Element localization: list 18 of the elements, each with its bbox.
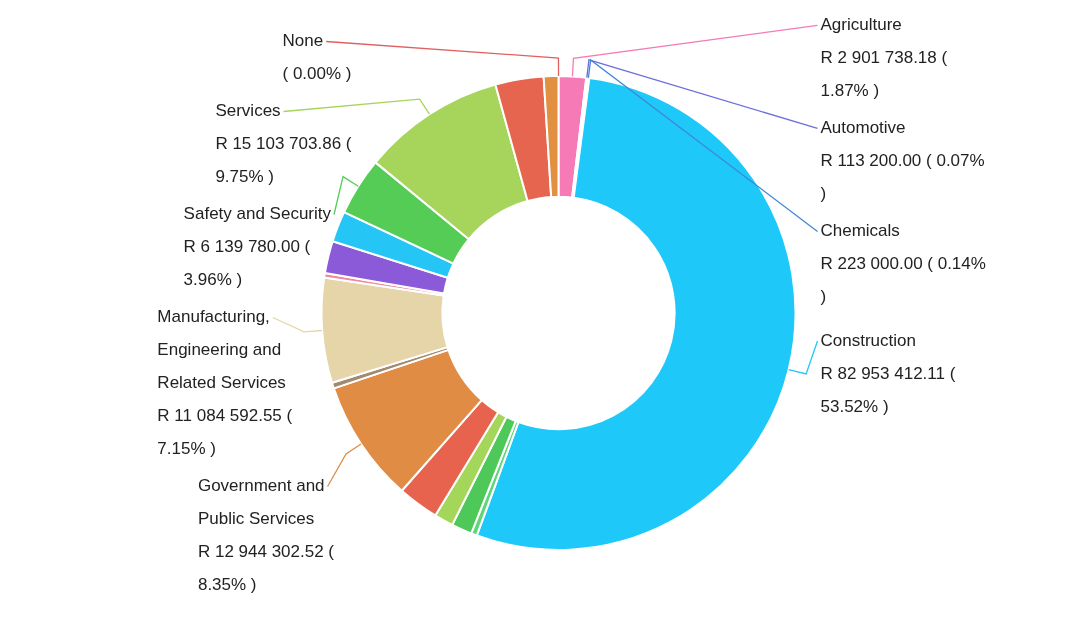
data-label: R 15 103 703.86 ( 9.75% ) bbox=[215, 134, 352, 187]
data-label: R 82 953 412.11 ( 53.52% ) bbox=[820, 363, 956, 416]
slice-label: Government and Public Services bbox=[197, 476, 325, 529]
slice-label: Services bbox=[215, 101, 281, 121]
slice-label: Manufacturing, Engineering and Related Services bbox=[157, 307, 286, 393]
data-label: R 11 084 592.55 ( 7.15% ) bbox=[157, 406, 293, 459]
slice-label: Automotive bbox=[820, 118, 906, 138]
slice-label: Construction bbox=[820, 330, 916, 350]
category-label: None bbox=[282, 31, 324, 51]
slice-label: Chemicals bbox=[820, 221, 900, 241]
data-label: R 6 139 780.00 ( 3.96% ) bbox=[183, 237, 311, 290]
data-label: R 12 944 302.52 ( 8.35% ) bbox=[197, 542, 335, 595]
data-label: R 223 000.00 ( 0.14% ) bbox=[820, 254, 986, 307]
slice-label: Agriculture bbox=[820, 15, 902, 35]
data-label: R 2 901 738.18 ( 1.87% ) bbox=[820, 48, 948, 101]
text: ( 0.00% ) bbox=[282, 64, 352, 84]
data-label: R 113 200.00 ( 0.07% ) bbox=[820, 151, 985, 204]
slice-label: Safety and Security bbox=[183, 204, 332, 224]
